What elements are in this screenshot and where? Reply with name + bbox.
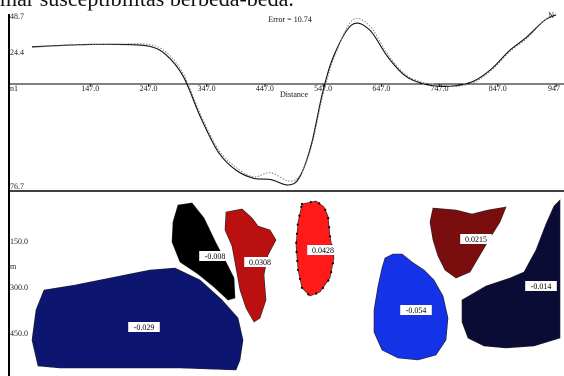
y-tick-mid: 24.4 <box>10 48 24 57</box>
body-value-box <box>199 251 231 261</box>
x-tick-label: 447.0 <box>256 84 274 93</box>
body-value-label: 0.0428 <box>312 246 334 255</box>
y-tick-top: 48.7 <box>10 12 24 21</box>
body-value-label: -0.054 <box>406 306 427 315</box>
x-tick-label: 847.0 <box>489 84 507 93</box>
profile-lines <box>31 13 557 186</box>
body-value-label: -0.008 <box>205 252 226 261</box>
x-tick-label: 147.0 <box>81 84 99 93</box>
body-value-box <box>460 234 492 244</box>
body-value-box <box>307 245 339 255</box>
body-value-label: -0.029 <box>134 323 155 332</box>
body-value-label: 0.0215 <box>465 235 487 244</box>
x-tick-label: 747.0 <box>431 84 449 93</box>
body-value-box <box>400 305 432 315</box>
body-value-box <box>525 281 557 291</box>
anomaly-body-1 <box>31 267 244 371</box>
depth-unit: m <box>10 262 17 271</box>
depth-tick-450: 450.0 <box>10 329 28 338</box>
body-section: 150.0 m 300.0 450.0 -0.029 -0.008 0.0308 0.… <box>10 199 561 371</box>
profile-chart: Error = 10.74 N 48.7 24.4 n1 76.7 Distan… <box>10 11 560 191</box>
bodies-group: -0.029 -0.008 0.0308 0.0428 -0.054 0.0215 -0.0… <box>31 199 561 371</box>
x-tick-label: 247.0 <box>139 84 157 93</box>
x-tick-group: 147.0 247.0 347.0 447.0 547.0 647.0 747.0 847.0… <box>81 84 560 93</box>
x-axis-label: Distance <box>280 90 308 99</box>
observed-profile-line <box>31 14 557 186</box>
body-value-box <box>244 257 276 267</box>
x-tick-label: 947 <box>548 84 560 93</box>
caption-text: mar susceptibilitas berbeda-beda. <box>0 0 564 14</box>
body-value-label: 0.0308 <box>249 258 271 267</box>
anomaly-body-7 <box>461 199 561 349</box>
depth-tick-150: 150.0 <box>10 237 28 246</box>
y-tick-bottom: 76.7 <box>10 182 24 191</box>
chart-title: Error = 10.74 <box>268 15 311 24</box>
body-value-box <box>128 322 160 332</box>
x-tick-label: 647.0 <box>372 84 390 93</box>
depth-tick-300: 300.0 <box>10 283 28 292</box>
x-tick-label: 347.0 <box>198 84 216 93</box>
body-value-label: -0.014 <box>531 282 552 291</box>
y-tick-zero: n1 <box>10 84 18 93</box>
